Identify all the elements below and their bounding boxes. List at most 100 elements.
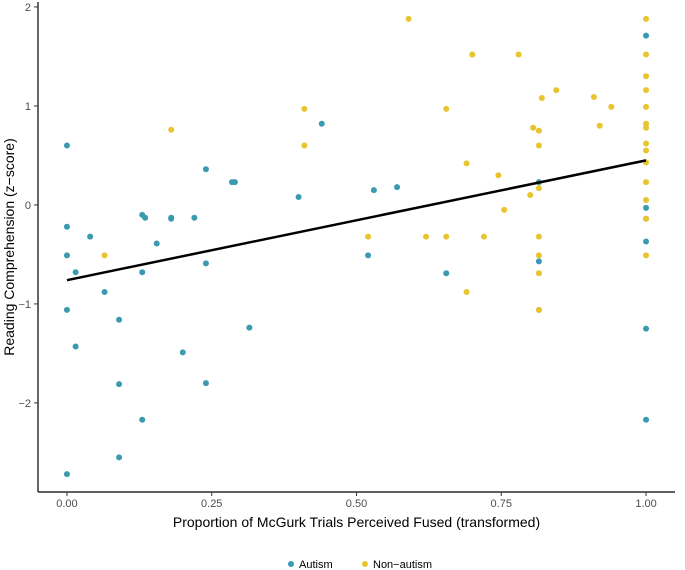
legend: Autism Non−autism [288, 559, 432, 570]
y-tick-label: 2 [25, 2, 31, 14]
data-point [301, 105, 308, 112]
data-point [443, 105, 450, 112]
data-point [116, 316, 123, 323]
data-point [643, 140, 650, 147]
data-point [643, 196, 650, 203]
series-autism [63, 32, 650, 478]
data-point [643, 325, 650, 332]
data-point [643, 15, 650, 22]
data-point [295, 194, 302, 201]
data-point [643, 124, 650, 131]
data-point [538, 95, 545, 102]
data-point [365, 252, 372, 259]
data-point [116, 381, 123, 388]
trend-line [66, 159, 647, 282]
data-point [643, 87, 650, 94]
data-point [535, 306, 542, 313]
data-point [469, 51, 476, 58]
data-point [142, 214, 149, 221]
data-point [202, 166, 209, 173]
legend-key [362, 561, 368, 567]
data-point [443, 270, 450, 277]
data-point [72, 269, 79, 276]
data-point [168, 126, 175, 133]
y-tick-label: 1 [25, 101, 31, 113]
x-tick-label: 1.00 [635, 498, 656, 510]
data-point [72, 343, 79, 350]
data-point [202, 260, 209, 267]
data-point [643, 238, 650, 245]
y-tick-label: −2 [18, 398, 31, 410]
data-point [179, 349, 186, 356]
y-tick-label: 0 [25, 200, 31, 212]
data-point [191, 214, 198, 221]
data-point [501, 206, 508, 213]
data-point [405, 15, 412, 22]
data-point [63, 252, 70, 259]
y-axis-title: Reading Comprehension (z−score) [1, 138, 17, 356]
data-point [535, 258, 542, 265]
data-marks [63, 15, 650, 478]
data-point [643, 204, 650, 211]
data-point [443, 233, 450, 240]
data-point [643, 416, 650, 423]
series-non-autism [101, 15, 650, 313]
data-point [643, 215, 650, 222]
x-tick-label: 0.00 [56, 498, 77, 510]
data-point [231, 179, 238, 186]
data-point [63, 471, 70, 478]
x-tick-label: 0.50 [346, 498, 367, 510]
data-point [101, 289, 108, 296]
data-point [643, 147, 650, 154]
x-axis-title: Proportion of McGurk Trials Perceived Fu… [173, 514, 540, 530]
data-point [168, 215, 175, 222]
data-point [101, 252, 108, 259]
x-tick-label: 0.75 [491, 498, 512, 510]
data-point [153, 240, 160, 247]
data-point [202, 380, 209, 387]
data-point [535, 185, 542, 192]
data-point [495, 172, 502, 179]
data-point [365, 233, 372, 240]
data-point [87, 233, 94, 240]
data-point [394, 184, 401, 191]
data-point [535, 252, 542, 259]
data-point [63, 306, 70, 313]
data-point [643, 252, 650, 259]
data-point [643, 73, 650, 80]
data-point [527, 192, 534, 199]
data-point [139, 269, 146, 276]
data-point [530, 124, 537, 131]
data-point [643, 103, 650, 110]
data-point [370, 187, 377, 194]
data-point [139, 416, 146, 423]
data-point [590, 94, 597, 101]
legend-key [288, 561, 294, 567]
legend-label: Non−autism [373, 559, 432, 570]
data-point [63, 142, 70, 149]
x-tick-label: 0.25 [201, 498, 222, 510]
data-point [535, 127, 542, 134]
data-point [318, 120, 325, 127]
axes: 0.00 0.25 0.50 0.75 1.00 −2 −1 0 1 2 [18, 2, 675, 510]
data-point [463, 289, 470, 296]
data-point [643, 51, 650, 58]
data-point [608, 103, 615, 110]
data-point [535, 142, 542, 149]
data-point [535, 233, 542, 240]
data-point [463, 160, 470, 167]
data-point [422, 233, 429, 240]
data-point [643, 179, 650, 186]
data-point [515, 51, 522, 58]
data-point [246, 324, 253, 331]
data-point [553, 87, 560, 94]
data-point [643, 32, 650, 39]
data-point [596, 122, 603, 129]
data-point [63, 223, 70, 230]
legend-label: Autism [299, 559, 333, 570]
data-point [301, 142, 308, 149]
y-tick-label: −1 [18, 299, 31, 311]
data-point [535, 270, 542, 277]
